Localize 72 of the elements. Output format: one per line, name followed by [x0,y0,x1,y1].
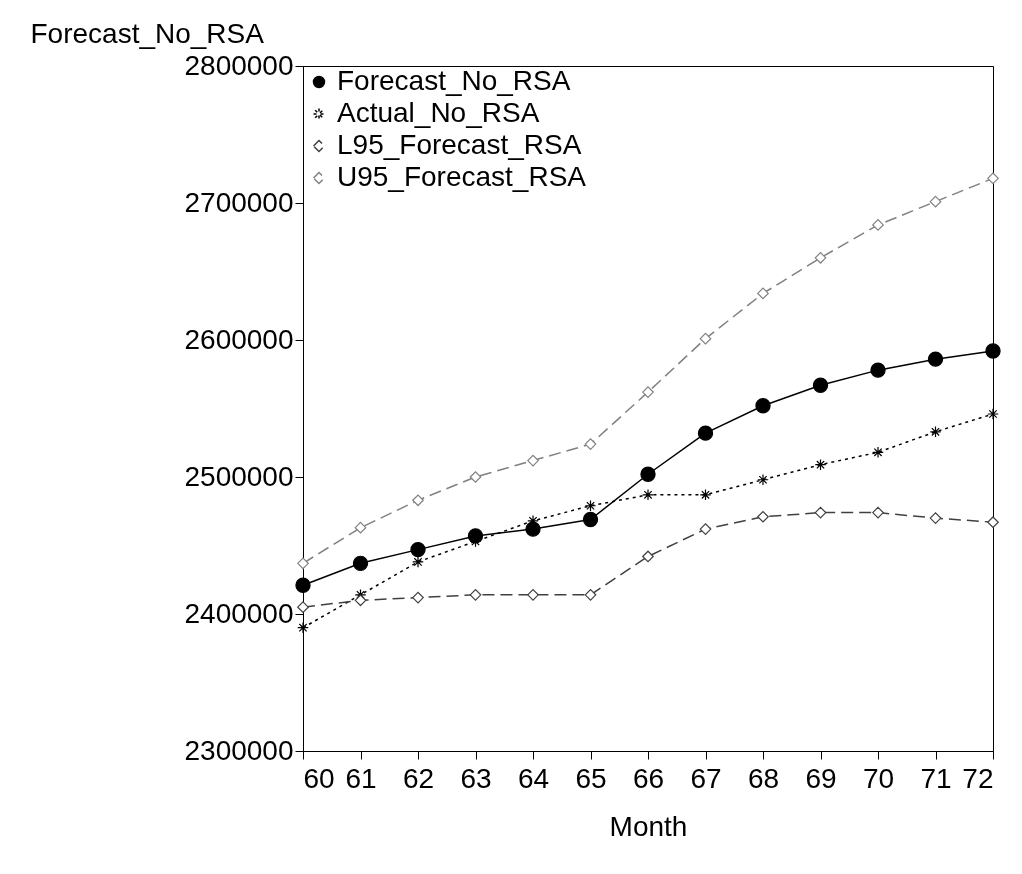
x-tick-label: 71 [920,762,952,794]
point [757,287,769,300]
x-tick-label: 64 [517,762,550,794]
point [582,511,599,528]
point [929,195,942,208]
point [642,386,654,398]
point [699,523,712,535]
point [872,506,884,519]
point [297,557,309,570]
point [755,398,771,414]
point [987,172,999,185]
point [584,499,597,512]
point [985,343,1001,359]
point [872,219,884,231]
x-axis-title: Month [609,810,688,842]
y-tick-label: 2300000 [184,734,294,766]
x-tick-label: 72 [962,762,994,794]
x-tick-label: 68 [747,762,780,794]
point [987,408,999,420]
point [352,555,369,571]
y-tick-label: 2800000 [184,49,294,81]
point [297,621,309,634]
point [987,516,999,529]
point [412,556,424,568]
point [412,494,424,507]
point [699,332,712,345]
point [814,251,827,264]
point [527,454,539,467]
x-tick-label: 70 [862,762,895,794]
point [469,588,482,601]
point [469,471,482,483]
x-tick-label: 69 [805,762,837,794]
point [527,588,539,601]
x-tick-label: 67 [690,762,722,794]
x-tick-label: 66 [632,762,665,794]
point [757,473,769,486]
x-tick-label: 62 [402,762,435,794]
x-tick-label: 61 [345,762,377,794]
x-tick-label: 65 [575,762,607,794]
legend-label: U95_Forecast_RSA [337,161,587,192]
legend-label: L95_Forecast_RSA [337,129,582,160]
point [870,362,886,378]
point [927,351,944,367]
point [584,588,597,601]
point [814,506,827,519]
point [929,425,942,438]
point [584,438,597,450]
y-tick-label: 2700000 [184,186,294,218]
point [699,488,712,501]
point [410,541,426,558]
point [642,488,654,501]
point [697,425,714,441]
point [757,510,769,523]
point [354,594,367,607]
x-tick-label: 63 [460,762,492,794]
point [412,591,424,604]
point [642,550,654,563]
point [812,377,829,393]
legend-label: Forecast_No_RSA [337,65,571,96]
y-tick-label: 2500000 [184,460,294,492]
point [295,577,311,593]
point [354,521,367,534]
point [872,446,884,459]
y-tick-label: 2400000 [184,597,294,629]
point [929,512,942,524]
legend-label: Actual_No_RSA [337,97,540,128]
point [297,601,309,613]
y-axis-title: Forecast_No_RSA [30,17,265,49]
y-tick-label: 2600000 [184,323,294,355]
point [814,458,827,471]
x-tick-label: 60 [303,762,335,794]
point [640,466,656,482]
